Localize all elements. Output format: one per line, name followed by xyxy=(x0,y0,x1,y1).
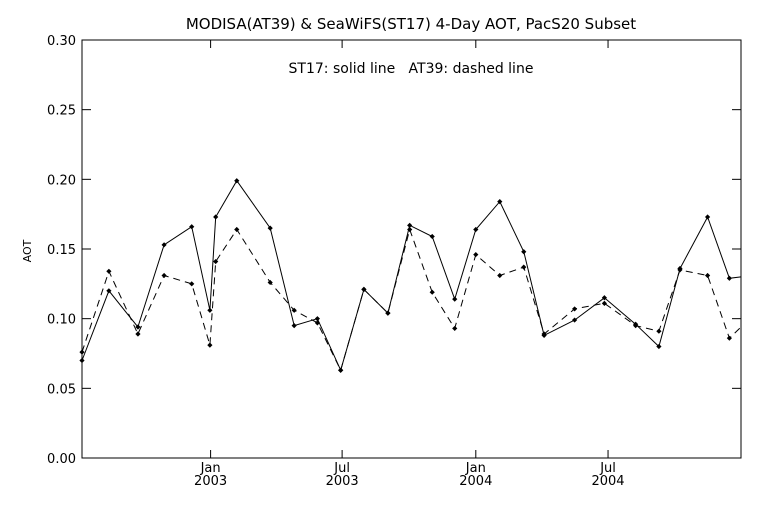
data-point-st17 xyxy=(429,233,435,240)
data-point-st17 xyxy=(656,343,662,350)
data-point-at39 xyxy=(161,272,167,279)
y-tick-label: 0.25 xyxy=(47,104,76,119)
data-point-st17 xyxy=(291,323,297,329)
data-point-st17 xyxy=(601,295,608,301)
x-tick-label-month: Jul xyxy=(333,461,350,476)
x-tick-label-year: 2003 xyxy=(326,474,359,489)
data-point-st17 xyxy=(407,222,413,228)
y-tick-label: 0.30 xyxy=(47,34,76,49)
data-point-st17 xyxy=(572,317,578,323)
data-point-st17 xyxy=(267,225,273,231)
data-point-at39 xyxy=(189,281,195,287)
data-point-st17 xyxy=(521,249,527,255)
data-point-st17 xyxy=(213,214,219,220)
data-point-st17 xyxy=(704,214,711,220)
data-point-at39 xyxy=(267,279,273,286)
data-point-st17 xyxy=(473,226,479,233)
data-point-st17 xyxy=(234,178,240,184)
data-point-st17 xyxy=(497,199,503,205)
plot-area-frame xyxy=(81,39,742,459)
data-point-at39 xyxy=(601,300,608,306)
series-line-at39 xyxy=(81,227,742,372)
series-at39 xyxy=(79,226,742,373)
data-point-st17 xyxy=(135,324,141,330)
y-tick-label: 0.05 xyxy=(47,382,76,397)
data-point-at39 xyxy=(207,342,213,348)
data-point-st17 xyxy=(452,296,458,302)
x-tick-label-month: Jan xyxy=(200,461,221,476)
axis-layer: 0.000.050.100.150.200.250.30Jan2003Jul20… xyxy=(47,34,741,489)
data-point-at39 xyxy=(213,258,219,265)
data-point-st17 xyxy=(106,288,112,294)
y-tick-label: 0.20 xyxy=(47,173,76,188)
data-point-st17 xyxy=(726,275,732,281)
data-point-at39 xyxy=(521,264,527,270)
y-tick-label: 0.00 xyxy=(47,452,76,467)
y-tick-label: 0.10 xyxy=(47,313,76,328)
series-st17 xyxy=(79,178,742,373)
data-point-at39 xyxy=(452,325,458,332)
series-layer xyxy=(79,178,742,373)
data-point-st17 xyxy=(207,307,213,313)
data-point-at39 xyxy=(338,367,344,373)
chart-annotation: ST17: solid line AT39: dashed line xyxy=(289,61,534,77)
data-point-st17 xyxy=(189,224,195,230)
y-tick-label: 0.15 xyxy=(47,243,76,258)
data-point-at39 xyxy=(541,331,547,337)
data-point-at39 xyxy=(572,306,578,312)
data-point-at39 xyxy=(135,331,141,337)
data-point-st17 xyxy=(161,242,167,248)
data-point-at39 xyxy=(106,268,112,274)
data-point-at39 xyxy=(429,289,435,295)
x-tick-label-month: Jan xyxy=(465,461,486,476)
data-point-at39 xyxy=(633,323,639,329)
data-point-at39 xyxy=(497,272,503,279)
data-point-at39 xyxy=(361,286,367,293)
series-line-st17 xyxy=(81,179,742,372)
x-tick-label-year: 2004 xyxy=(591,474,624,489)
data-point-st17 xyxy=(314,316,321,322)
data-point-at39 xyxy=(656,328,662,334)
data-point-at39 xyxy=(314,320,321,326)
x-tick-label-month: Jul xyxy=(599,461,616,476)
data-point-at39 xyxy=(79,349,85,355)
x-tick-label-year: 2003 xyxy=(194,474,227,489)
data-point-at39 xyxy=(385,310,391,316)
data-point-at39 xyxy=(704,272,711,279)
data-point-at39 xyxy=(291,307,297,313)
chart-title: MODISA(AT39) & SeaWiFS(ST17) 4-Day AOT, … xyxy=(186,15,636,33)
data-point-at39 xyxy=(407,226,413,233)
data-point-at39 xyxy=(677,267,683,273)
data-point-at39 xyxy=(473,251,479,258)
x-tick-label-year: 2004 xyxy=(459,474,492,489)
data-point-at39 xyxy=(234,226,240,233)
data-point-at39 xyxy=(726,335,732,341)
y-axis-label: AOT xyxy=(21,239,34,262)
data-point-st17 xyxy=(79,357,85,364)
